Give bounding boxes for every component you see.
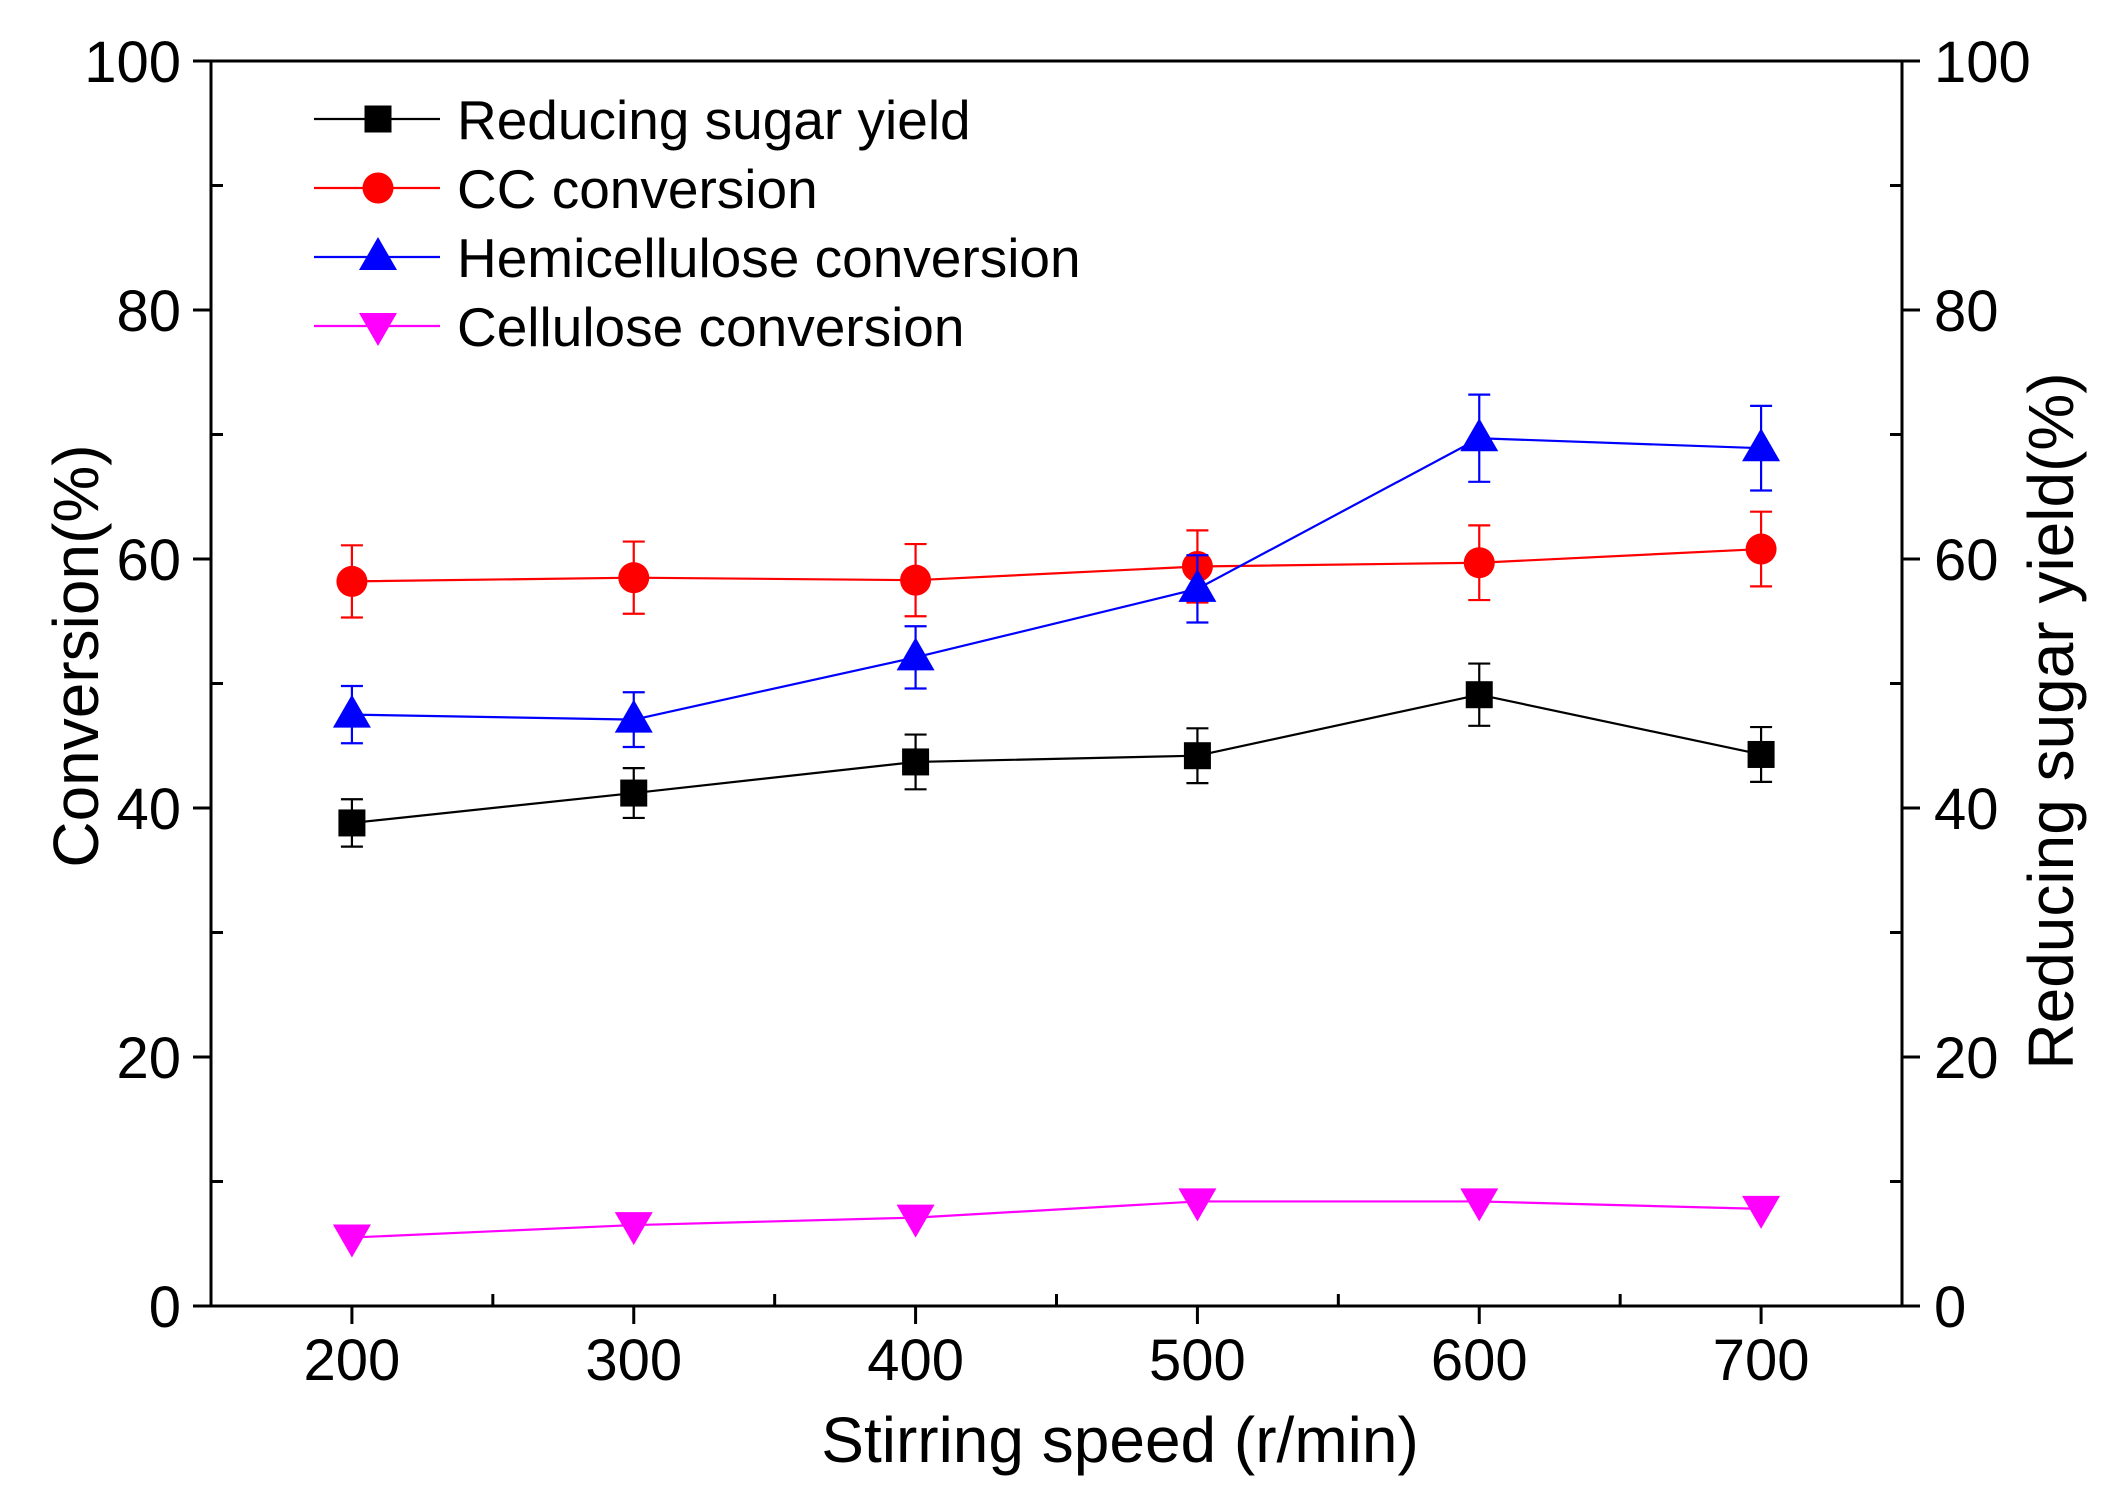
data-point [1747, 740, 1775, 768]
y-left-tick-label: 60 [116, 528, 181, 593]
data-point [614, 699, 653, 733]
legend-label: Cellulose conversion [457, 296, 965, 358]
axes-layer: 200 300 400 500 600 700 0 20 40 60 80 100 0 20 40 60 80 1… [84, 30, 2031, 1393]
data-point [1178, 568, 1217, 602]
data-point [620, 779, 648, 807]
data-point [1178, 1188, 1217, 1222]
x-tick-label: 200 [304, 1328, 401, 1393]
data-point [1183, 742, 1211, 770]
data-point [332, 1224, 371, 1258]
x-tick-label: 300 [585, 1328, 682, 1393]
data-point [332, 694, 371, 728]
y-left-tick-label: 20 [116, 1026, 181, 1091]
legend-entry: Cellulose conversion [314, 296, 965, 358]
series-line [351, 1200, 1762, 1239]
data-point [1460, 1188, 1499, 1222]
x-tick-label: 400 [867, 1328, 964, 1393]
x-tick-label: 700 [1713, 1328, 1810, 1393]
series-3 [332, 1188, 1781, 1258]
data-point [896, 1204, 935, 1238]
data-point [1465, 681, 1493, 709]
series-line [351, 437, 1762, 721]
legend-label: Hemicellulose conversion [457, 227, 1081, 289]
series-0 [338, 662, 1775, 848]
data-point [1460, 418, 1499, 452]
series-line [351, 693, 1762, 825]
data-point [1742, 428, 1781, 462]
legend-label: Reducing sugar yield [457, 89, 971, 151]
y-left-tick-label: 100 [84, 30, 181, 95]
y-right-tick-label: 0 [1934, 1275, 1966, 1340]
y-right-tick-label: 40 [1934, 777, 1999, 842]
legend-marker [364, 105, 392, 133]
legend: Reducing sugar yield CC conversion Hemicel… [314, 89, 1081, 358]
y-right-tick-label: 100 [1934, 30, 2031, 95]
data-point [896, 637, 935, 671]
x-tick-label: 500 [1149, 1328, 1246, 1393]
series-line [351, 547, 1762, 583]
y-right-tick-label: 60 [1934, 528, 1999, 593]
y-left-tick-label: 40 [116, 777, 181, 842]
data-point [618, 562, 650, 594]
legend-entry: Hemicellulose conversion [314, 227, 1081, 289]
y-right-tick-label: 20 [1934, 1026, 1999, 1091]
data-point [902, 748, 930, 776]
y-left-tick-label: 0 [149, 1275, 181, 1340]
data-point [338, 809, 366, 837]
series-layer [332, 393, 1781, 1258]
legend-marker [359, 237, 397, 270]
legend-label: CC conversion [457, 158, 818, 220]
data-point [336, 565, 368, 597]
data-point [1742, 1195, 1781, 1229]
y-right-tick-label: 80 [1934, 279, 1999, 344]
y-left-tick-label: 80 [116, 279, 181, 344]
data-point [614, 1212, 653, 1246]
legend-entry: Reducing sugar yield [314, 89, 971, 151]
series-2 [332, 393, 1781, 749]
y-axis-label-left: Conversion(%) [40, 444, 112, 867]
x-axis-label: Stirring speed (r/min) [821, 1404, 1419, 1476]
data-point [900, 564, 932, 596]
legend-marker [359, 313, 397, 346]
y-axis-label-right: Reducing sugar yield(%) [2015, 372, 2087, 1069]
legend-marker [362, 172, 394, 204]
legend-entry: CC conversion [314, 158, 818, 220]
x-tick-label: 600 [1431, 1328, 1528, 1393]
data-point [1745, 533, 1777, 565]
data-point [1463, 547, 1495, 579]
